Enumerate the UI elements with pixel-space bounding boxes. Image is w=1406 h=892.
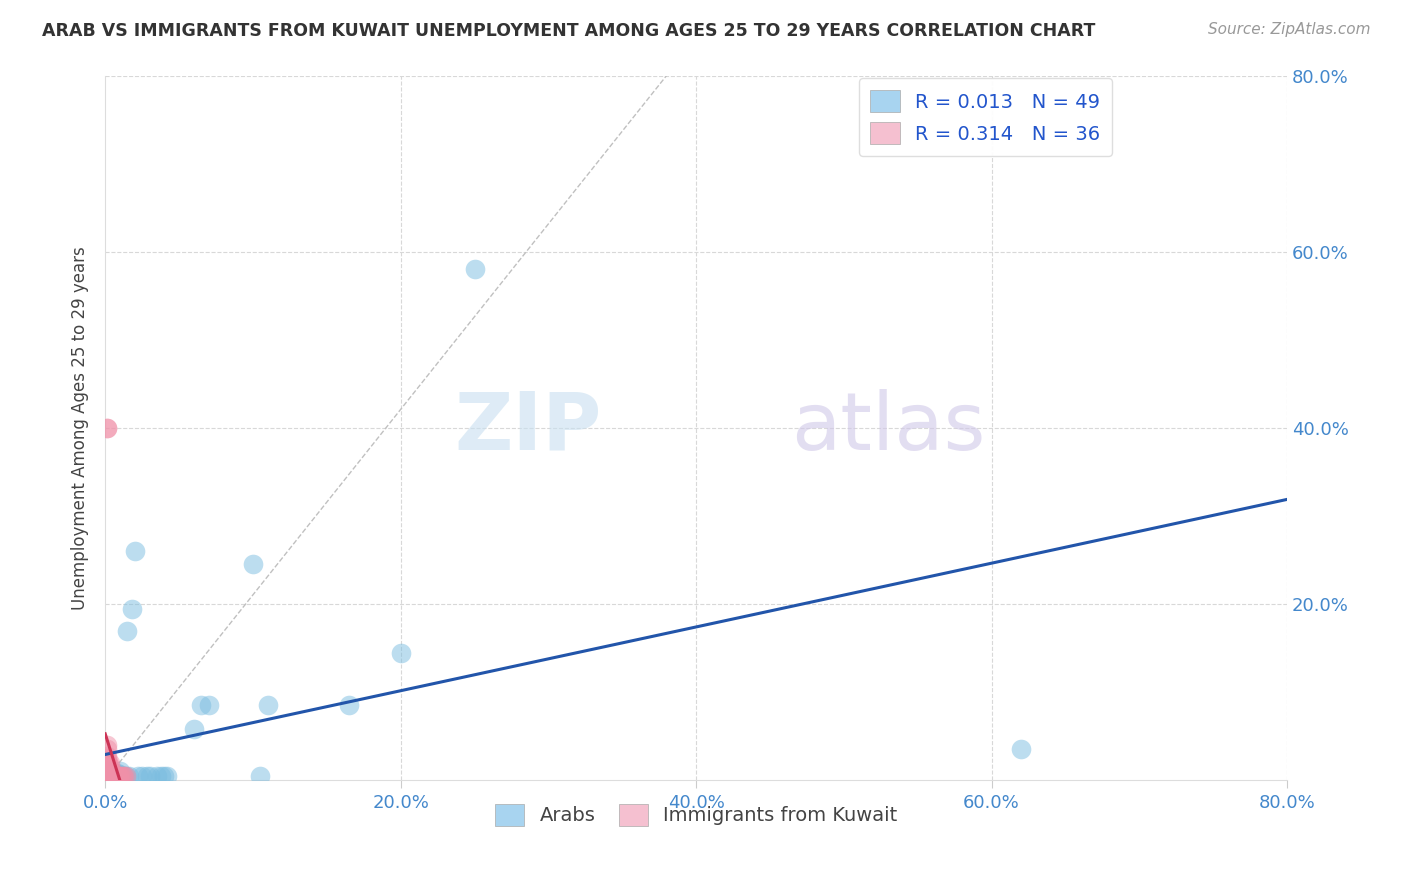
Point <box>96 421 118 435</box>
Point <box>98 768 121 782</box>
Point <box>110 769 132 783</box>
Point <box>96 738 118 752</box>
Point <box>115 769 138 783</box>
Point <box>97 756 120 770</box>
Point <box>96 748 118 763</box>
Point <box>97 764 120 779</box>
Point <box>103 766 125 780</box>
Point <box>1010 742 1032 756</box>
Point <box>121 601 143 615</box>
Point <box>389 646 412 660</box>
Point <box>105 766 128 780</box>
Point <box>153 769 176 783</box>
Point <box>98 762 121 776</box>
Point <box>103 769 125 783</box>
Point <box>242 558 264 572</box>
Point <box>96 756 118 770</box>
Point <box>97 766 120 780</box>
Point <box>105 769 128 783</box>
Point <box>100 769 122 783</box>
Text: Source: ZipAtlas.com: Source: ZipAtlas.com <box>1208 22 1371 37</box>
Text: atlas: atlas <box>790 389 986 467</box>
Point <box>96 764 118 779</box>
Point <box>249 769 271 783</box>
Point <box>98 756 121 770</box>
Point <box>98 769 121 783</box>
Point <box>464 262 486 277</box>
Point <box>96 421 118 435</box>
Point <box>124 544 146 558</box>
Point <box>96 771 118 785</box>
Point <box>97 769 120 783</box>
Point <box>146 769 169 783</box>
Point <box>190 698 212 713</box>
Point <box>115 769 138 783</box>
Point <box>110 769 132 783</box>
Point <box>98 767 121 781</box>
Y-axis label: Unemployment Among Ages 25 to 29 years: Unemployment Among Ages 25 to 29 years <box>72 246 89 610</box>
Point <box>127 769 149 783</box>
Point <box>96 769 118 783</box>
Point <box>108 769 131 783</box>
Point <box>100 766 122 780</box>
Point <box>337 698 360 713</box>
Point <box>104 769 127 783</box>
Point <box>98 764 121 779</box>
Text: ZIP: ZIP <box>454 389 602 467</box>
Point <box>103 768 125 782</box>
Point <box>100 767 122 781</box>
Point <box>96 762 118 776</box>
Point <box>98 769 121 783</box>
Point <box>197 698 219 713</box>
Point <box>96 751 118 765</box>
Point <box>131 769 153 783</box>
Point <box>98 766 121 780</box>
Point <box>97 769 120 783</box>
Point <box>101 765 124 780</box>
Point <box>112 769 135 783</box>
Point <box>156 769 179 783</box>
Point <box>96 759 118 773</box>
Point <box>101 768 124 782</box>
Point <box>103 769 125 783</box>
Point <box>97 764 120 779</box>
Point <box>98 759 121 773</box>
Point <box>101 769 124 783</box>
Point <box>111 769 134 783</box>
Point <box>183 722 205 736</box>
Point <box>111 769 134 783</box>
Point <box>101 766 124 780</box>
Legend: Arabs, Immigrants from Kuwait: Arabs, Immigrants from Kuwait <box>486 796 905 834</box>
Point <box>105 769 128 783</box>
Point <box>97 767 120 781</box>
Point <box>97 767 120 781</box>
Point <box>107 767 129 781</box>
Point <box>107 769 129 783</box>
Point <box>135 769 157 783</box>
Point <box>107 769 129 783</box>
Point <box>100 769 122 783</box>
Point <box>104 769 127 783</box>
Point <box>96 768 118 782</box>
Point <box>108 769 131 783</box>
Point <box>108 764 131 779</box>
Point <box>96 766 118 780</box>
Point <box>104 767 127 781</box>
Point <box>118 769 141 783</box>
Point <box>117 624 139 638</box>
Point <box>138 769 160 783</box>
Text: ARAB VS IMMIGRANTS FROM KUWAIT UNEMPLOYMENT AMONG AGES 25 TO 29 YEARS CORRELATIO: ARAB VS IMMIGRANTS FROM KUWAIT UNEMPLOYM… <box>42 22 1095 40</box>
Point <box>96 742 118 756</box>
Point <box>112 769 135 783</box>
Point <box>256 698 278 713</box>
Point <box>101 769 124 783</box>
Point <box>97 761 120 775</box>
Point <box>150 769 173 783</box>
